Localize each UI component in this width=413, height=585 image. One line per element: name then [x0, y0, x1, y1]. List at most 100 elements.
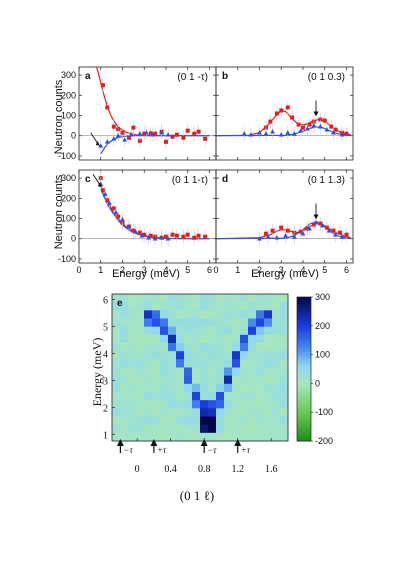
data-point [127, 135, 132, 140]
heatmap-cell [200, 400, 209, 409]
data-point [137, 138, 142, 143]
y-tick-label: 200 [61, 193, 76, 203]
data-point [165, 132, 171, 137]
heatmap-ylabel: Energy (meV) [90, 338, 104, 407]
heatmap-cell [232, 294, 241, 303]
data-point [296, 122, 301, 127]
heatmap-cell [168, 310, 177, 319]
heatmap-cell [240, 367, 249, 377]
heatmap-cell [256, 416, 265, 426]
x-tick-label: 1 [235, 265, 240, 275]
heatmap-cell [216, 432, 225, 442]
data-point [203, 234, 208, 239]
heatmap-cell [264, 375, 273, 385]
heatmap-cell [264, 383, 273, 393]
colorbar-segment [297, 325, 311, 329]
data-point [203, 136, 208, 141]
colorbar-segment [297, 397, 311, 401]
heatmap-cell [120, 375, 129, 385]
heatmap-cell [256, 392, 265, 401]
heatmap-cell [208, 326, 217, 336]
panel-frame [215, 169, 354, 264]
heatmap-cell [272, 310, 281, 319]
heatmap-cell [112, 375, 121, 385]
heatmap-cell [176, 408, 185, 417]
data-point [274, 111, 279, 116]
fit-curve [216, 109, 351, 137]
panel-d: 0 1 2 3 4 5 6 d (0 1 1.3) [213, 169, 354, 275]
ylabel-top: Neutron counts [53, 79, 65, 154]
heatmap-cell [280, 318, 289, 328]
heatmap-cell [264, 326, 273, 336]
heatmap-cell [200, 351, 209, 360]
data-point [133, 229, 138, 234]
heatmap-cell [240, 383, 249, 393]
heatmap-cell [144, 432, 153, 442]
heatmap-xlabel: (0 1 ℓ) [180, 488, 214, 503]
colorbar-segment [297, 304, 311, 308]
data-point [318, 221, 323, 226]
colorbar-segment [297, 409, 311, 413]
heatmap-cell [192, 408, 201, 417]
heatmap-cell [160, 383, 169, 393]
x-tick-label: 0.4 [164, 464, 177, 475]
data-point [333, 232, 339, 237]
data-point [196, 129, 201, 134]
heatmap-cell [176, 302, 185, 311]
heatmap-cell [272, 383, 281, 393]
heatmap-cell [136, 294, 145, 303]
data-point [113, 209, 119, 215]
data-point [285, 130, 291, 135]
heatmap-cell [232, 334, 241, 344]
heatmap-cell [128, 432, 137, 442]
heatmap-cell [272, 416, 281, 426]
heatmap-cell [256, 334, 265, 344]
panel-a: -100 0 100 200 300 a (0 1 -τ) [58, 66, 217, 161]
data-point [265, 234, 271, 239]
plot-area [98, 171, 210, 246]
data-point [98, 143, 104, 148]
heatmap-cell [184, 367, 193, 377]
heatmap-cell [280, 367, 289, 377]
heatmap-cell [256, 408, 265, 417]
colorbar-segment [297, 366, 311, 370]
heatmap-cell [144, 343, 153, 352]
heatmap-cell [144, 326, 153, 336]
heatmap-cell [144, 359, 153, 368]
y-tick-label: 5 [103, 322, 108, 333]
heatmap-cell [280, 343, 289, 352]
heatmap-cell [232, 375, 241, 385]
heatmap-cell [168, 424, 177, 434]
heatmap-cell [200, 310, 209, 319]
data-point [274, 235, 280, 240]
colorbar-segment [297, 402, 311, 406]
heatmap-cell [208, 424, 217, 434]
heatmap-cell [176, 351, 185, 360]
data-point [111, 136, 117, 141]
heatmap-cell [144, 416, 153, 426]
colorbar-segment [297, 412, 311, 416]
data-point [146, 235, 151, 240]
heatmap-cell [176, 392, 185, 401]
heatmap-cell [176, 432, 185, 442]
heatmap-cell [280, 294, 289, 303]
heatmap-cell [248, 424, 257, 434]
heatmap-cell [152, 416, 161, 426]
heatmap-cell [120, 343, 129, 352]
colorbar-segment [297, 421, 311, 425]
heatmap-cell [128, 416, 137, 426]
data-point [126, 224, 132, 229]
colorbar-segment [297, 335, 311, 339]
data-point [291, 234, 297, 239]
heatmap-cell [224, 400, 233, 409]
colorbar-segment [297, 316, 311, 320]
heatmap-cell [136, 416, 145, 426]
heatmap-cell [144, 392, 153, 401]
heatmap-cell [160, 432, 169, 442]
colorbar-segment [297, 383, 311, 387]
x-tick-label: 2 [120, 265, 125, 275]
heatmap-cell [232, 408, 241, 417]
colorbar-segment [297, 313, 311, 317]
heatmap-cell [128, 351, 137, 360]
heatmap-cell [272, 432, 281, 442]
